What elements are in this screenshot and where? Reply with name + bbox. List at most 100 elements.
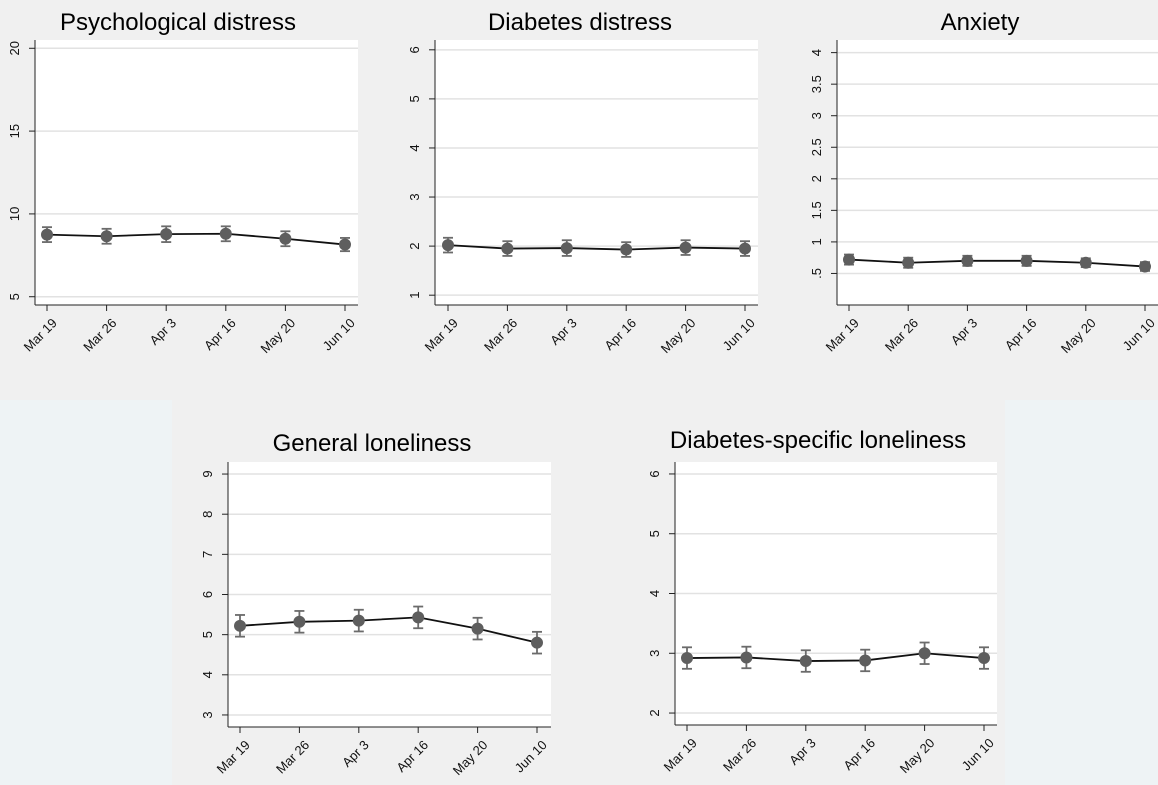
y-tick-label: 3 bbox=[809, 112, 824, 119]
data-point bbox=[560, 242, 573, 255]
y-tick-label: 6 bbox=[200, 591, 215, 598]
series-line bbox=[686, 652, 985, 662]
y-tick-label: 4 bbox=[809, 49, 824, 56]
plot-area bbox=[837, 40, 1158, 305]
x-tick-label: Apr 16 bbox=[393, 737, 431, 775]
data-point bbox=[219, 227, 232, 240]
data-point bbox=[1020, 254, 1033, 267]
y-tick-label: 3.5 bbox=[809, 75, 824, 93]
chart-title: General loneliness bbox=[273, 430, 472, 457]
data-point bbox=[620, 243, 633, 256]
y-tick-label: 5 bbox=[7, 293, 22, 300]
y-tick-label: 3 bbox=[647, 650, 662, 657]
y-tick-label: 10 bbox=[7, 207, 22, 221]
y-tick-label: 3 bbox=[407, 193, 422, 200]
data-point bbox=[41, 228, 53, 241]
data-point bbox=[918, 647, 931, 660]
chart-diabetes-distress: 1 2 3 4 5 6 Mar 19 Mar 26 Apr 3 Apr 16 May 20 Jun 1… bbox=[407, 9, 758, 356]
chart-psychological-distress: 5 10 15 20 Mar 19 Mar 26 Apr 3 Apr 16 May 20 Jun … bbox=[7, 9, 358, 356]
x-tick-label: Apr 3 bbox=[147, 315, 180, 348]
y-tick-label: 4 bbox=[407, 144, 422, 151]
y-tick-label: 1 bbox=[809, 238, 824, 245]
y-tick-label: 3 bbox=[200, 711, 215, 718]
x-tick-label: Apr 3 bbox=[948, 315, 981, 348]
x-tick-label: May 20 bbox=[1058, 315, 1099, 356]
chart-title: Psychological distress bbox=[60, 9, 296, 36]
y-tick-label: 6 bbox=[647, 470, 662, 477]
x-tick-label: May 20 bbox=[258, 315, 299, 356]
x-tick-label: Apr 3 bbox=[786, 735, 819, 768]
chart-general-loneliness: 3 4 5 6 7 8 9 Mar 19 Mar 26 Apr 3 Apr 16 May 20 Jun … bbox=[200, 430, 551, 778]
data-point bbox=[681, 652, 693, 665]
x-tick-label: Mar 19 bbox=[661, 735, 700, 774]
data-point bbox=[501, 242, 514, 255]
x-tick-label: Apr 16 bbox=[201, 315, 239, 353]
y-tick-label: .5 bbox=[809, 268, 824, 279]
x-tick-label: Mar 26 bbox=[481, 315, 520, 354]
data-point bbox=[160, 228, 173, 241]
data-point bbox=[293, 615, 306, 628]
y-tick-label: 5 bbox=[407, 95, 422, 102]
x-tick-label: Apr 3 bbox=[547, 315, 580, 348]
x-tick-label: Apr 16 bbox=[1002, 315, 1040, 353]
series-line bbox=[447, 244, 746, 251]
x-tick-label: Jun 10 bbox=[720, 315, 758, 353]
series-line bbox=[848, 258, 1146, 268]
x-tick-label: Apr 3 bbox=[339, 737, 372, 770]
data-point bbox=[859, 654, 872, 667]
y-tick-label: 2.5 bbox=[809, 138, 824, 156]
x-tick-label: May 20 bbox=[658, 315, 699, 356]
x-tick-label: Mar 26 bbox=[720, 735, 759, 774]
data-point bbox=[1139, 260, 1151, 273]
data-point bbox=[531, 636, 543, 649]
data-point bbox=[739, 242, 751, 255]
x-tick-label: Jun 10 bbox=[512, 737, 550, 775]
y-tick-label: 8 bbox=[200, 511, 215, 518]
data-point bbox=[679, 241, 692, 254]
data-point bbox=[279, 232, 292, 245]
y-tick-label: 1 bbox=[407, 292, 422, 299]
data-point bbox=[471, 622, 484, 635]
y-tick-label: 15 bbox=[7, 124, 22, 138]
x-tick-label: Apr 16 bbox=[840, 735, 878, 773]
data-point bbox=[412, 611, 425, 624]
chart-title: Diabetes distress bbox=[488, 9, 672, 36]
data-point bbox=[961, 254, 974, 267]
data-point bbox=[902, 256, 915, 269]
data-point bbox=[442, 239, 454, 252]
series-line bbox=[239, 616, 538, 644]
x-tick-label: Jun 10 bbox=[1120, 315, 1158, 353]
y-tick-label: 4 bbox=[647, 590, 662, 597]
y-tick-label: 5 bbox=[647, 530, 662, 537]
data-point bbox=[100, 230, 113, 243]
data-point bbox=[740, 651, 753, 664]
x-tick-label: Mar 26 bbox=[882, 315, 921, 354]
data-point bbox=[978, 652, 990, 665]
y-tick-label: 7 bbox=[200, 551, 215, 558]
y-tick-label: 1.5 bbox=[809, 201, 824, 219]
y-tick-label: 6 bbox=[407, 46, 422, 53]
x-tick-label: Mar 19 bbox=[214, 737, 253, 776]
x-tick-label: Mar 26 bbox=[80, 315, 119, 354]
y-tick-label: 2 bbox=[407, 242, 422, 249]
chart-title: Diabetes-specific loneliness bbox=[670, 427, 966, 454]
y-tick-label: 5 bbox=[200, 631, 215, 638]
chart-title: Anxiety bbox=[941, 9, 1020, 36]
chart-anxiety: .5 1 1.5 2 2.5 3 3.5 4 Mar 19 Mar 26 Apr 3 Apr 16 Ma… bbox=[809, 9, 1158, 356]
x-tick-label: Mar 19 bbox=[422, 315, 461, 354]
x-tick-label: Jun 10 bbox=[320, 315, 358, 353]
y-tick-label: 4 bbox=[200, 671, 215, 678]
x-tick-label: Mar 19 bbox=[21, 315, 60, 354]
x-tick-label: May 20 bbox=[450, 737, 491, 778]
plot-area bbox=[35, 40, 358, 305]
data-point bbox=[352, 614, 365, 627]
x-tick-label: May 20 bbox=[897, 735, 938, 776]
data-point bbox=[843, 253, 855, 266]
data-point bbox=[1079, 256, 1092, 269]
x-tick-label: Apr 16 bbox=[601, 315, 639, 353]
y-tick-label: 9 bbox=[200, 470, 215, 477]
plot-area bbox=[435, 40, 758, 305]
x-tick-label: Mar 19 bbox=[823, 315, 862, 354]
